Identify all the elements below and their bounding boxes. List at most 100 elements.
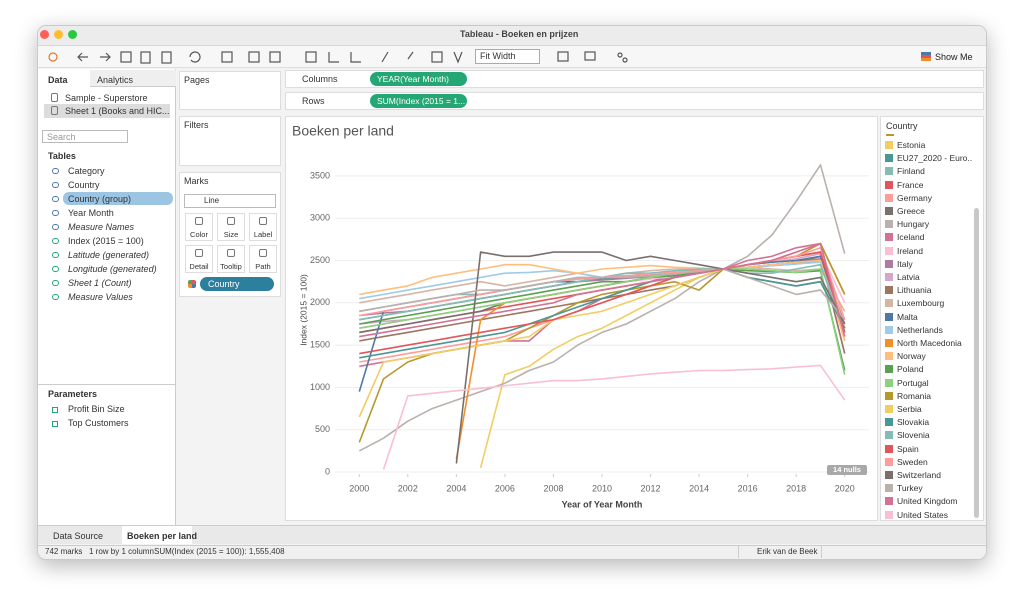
legend-entry[interactable]: Italy [897,258,913,270]
analytics-tab[interactable]: Analytics [97,74,133,86]
columns-pill-label[interactable]: YEAR(Year Month) [377,73,449,85]
legend-entry[interactable]: North Macedonia [897,337,962,349]
x-tick-label: 2004 [446,483,466,493]
legend-entry[interactable]: Slovenia [897,429,930,441]
legend-swatch [885,392,893,400]
source-icon [51,93,58,102]
legend-entry[interactable]: France [897,179,923,191]
source-icon [51,106,58,115]
legend-entry[interactable]: Serbia [897,403,922,415]
mark-button-icon [195,249,203,257]
field-icon [52,224,59,230]
legend-entry[interactable]: Germany [897,192,932,204]
close-button[interactable] [40,30,49,39]
parameter[interactable]: Top Customers [68,417,129,429]
series-line [359,165,844,451]
field-icon [52,210,59,216]
y-tick-label: 0 [325,466,330,476]
mark-button-label[interactable]: Path [255,261,270,273]
window-title: Tableau - Boeken en prijzen [460,28,578,40]
legend-entry[interactable]: Switzerland [897,469,941,481]
show-me-button[interactable]: Show Me [935,51,973,63]
legend-entry[interactable]: Latvia [897,271,920,283]
legend-entry[interactable]: Estonia [897,139,925,151]
field[interactable]: Measure Values [68,291,133,303]
field-icon [52,252,59,258]
legend-entry[interactable]: Turkey [897,482,923,494]
legend-entry[interactable]: Poland [897,363,923,375]
legend-swatch [885,418,893,426]
legend-swatch [885,313,893,321]
legend-entry[interactable]: Finland [897,165,925,177]
field[interactable]: Country (group) [68,193,131,205]
legend-entry[interactable]: Ireland [897,245,923,257]
legend-entry[interactable]: Sweden [897,456,928,468]
field[interactable]: Longitude (generated) [68,263,157,275]
pages-title: Pages [184,74,210,86]
toolbar-icons-right [553,47,633,67]
zoom-button[interactable] [68,30,77,39]
legend-scrollbar[interactable] [974,208,979,518]
rows-label: Rows [302,95,325,107]
legend-swatch [885,233,893,241]
mark-button-label[interactable]: Tooltip [220,261,242,273]
legend-entry[interactable]: EU27_2020 - Euro.. [897,152,972,164]
legend-entry[interactable]: United States [897,509,948,521]
legend-entry[interactable]: Slovakia [897,416,929,428]
legend-entry[interactable]: Malta [897,311,918,323]
field[interactable]: Latitude (generated) [68,249,149,261]
legend-swatch [885,445,893,453]
data-tab[interactable]: Data [48,74,68,86]
data-source[interactable]: Sheet 1 (Books and HIC... [65,105,170,117]
field[interactable]: Country [68,179,100,191]
legend-entry[interactable]: Greece [897,205,925,217]
legend-swatch [885,141,893,149]
legend-swatch [885,352,893,360]
field[interactable]: Index (2015 = 100) [68,235,144,247]
field[interactable]: Measure Names [68,221,134,233]
field[interactable]: Year Month [68,207,114,219]
search-placeholder[interactable]: Search [47,131,76,143]
legend-swatch [885,181,893,189]
legend-swatch [885,458,893,466]
rows-pill-label[interactable]: SUM(Index (2015 = 1... [377,95,465,107]
legend-entry[interactable]: Lithuania [897,284,932,296]
legend-swatch [885,471,893,479]
field[interactable]: Sheet 1 (Count) [68,277,132,289]
sheet-tab[interactable]: Data Source [53,530,103,542]
mark-type-dropdown[interactable] [184,194,276,208]
mark-button-icon [227,217,235,225]
legend-swatch [885,247,893,255]
legend-entry[interactable]: Luxembourg [897,297,944,309]
legend-entry[interactable]: Spain [897,443,919,455]
legend-entry[interactable]: Hungary [897,218,929,230]
parameter[interactable]: Profit Bin Size [68,403,125,415]
legend-swatch [885,326,893,334]
mark-type[interactable]: Line [204,195,219,207]
x-tick-label: 2008 [543,483,563,493]
mark-button-label[interactable]: Label [254,229,272,241]
minimize-button[interactable] [54,30,63,39]
legend-entry[interactable]: Romania [897,390,931,402]
legend-entry[interactable]: Norway [897,350,926,362]
field[interactable]: Category [68,165,105,177]
mark-button-label[interactable]: Detail [189,261,208,273]
legend-entry[interactable]: Iceland [897,231,924,243]
status-marks: 742 marks [45,546,82,558]
legend-entry[interactable]: Netherlands [897,324,943,336]
legend-swatch [885,339,893,347]
legend-swatch [885,511,893,519]
sheet-tab[interactable]: Boeken per land [127,530,197,542]
color-pill-label[interactable]: Country [208,278,240,290]
legend-swatch [885,365,893,373]
data-source[interactable]: Sample - Superstore [65,92,148,104]
status-user[interactable]: Erik van de Beek [757,546,817,558]
series-line [359,269,844,375]
marks-title: Marks [184,175,209,187]
mark-button-label[interactable]: Color [190,229,208,241]
legend-entry[interactable]: United Kingdom [897,495,957,507]
legend-entry[interactable]: Portugal [897,377,929,389]
x-tick-label: 2018 [786,483,806,493]
mark-button-label[interactable]: Size [224,229,239,241]
